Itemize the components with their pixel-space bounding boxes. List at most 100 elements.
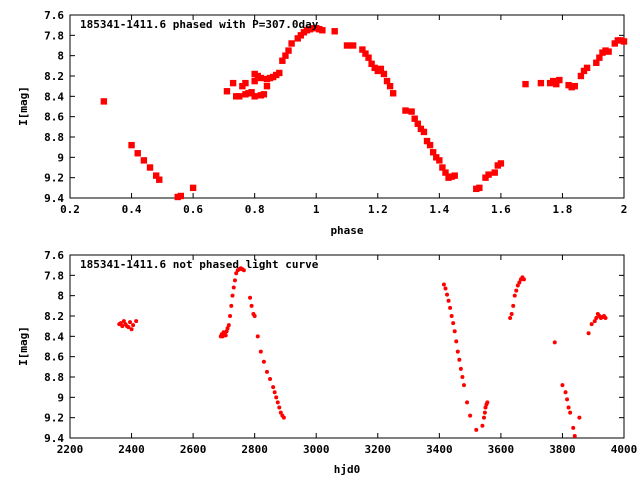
data-point — [429, 149, 437, 156]
data-point — [458, 366, 463, 371]
data-point — [465, 400, 470, 405]
y-tick-label: 8.2 — [44, 70, 64, 83]
x-tick-label: 4000 — [611, 443, 638, 456]
data-point — [220, 334, 225, 339]
data-point — [281, 415, 286, 420]
data-point — [482, 410, 487, 415]
x-tick-label: 1.2 — [368, 203, 388, 216]
x-axis-label: phase — [330, 224, 363, 237]
data-point — [423, 137, 431, 145]
data-point — [571, 82, 578, 90]
data-point — [264, 369, 269, 374]
y-tick-label: 9 — [57, 151, 64, 164]
data-point — [285, 47, 292, 54]
data-point — [228, 314, 233, 318]
y-tick-label: 9.2 — [44, 172, 64, 185]
data-point — [508, 316, 513, 321]
data-point — [156, 176, 163, 183]
data-point — [565, 397, 570, 402]
x-axis-label: hjd0 — [334, 463, 361, 476]
y-tick-label: 8 — [57, 50, 64, 63]
data-point — [260, 91, 268, 98]
data-point — [441, 282, 446, 287]
y-tick-label: 8.8 — [44, 371, 64, 384]
data-point — [594, 316, 599, 321]
data-point — [134, 319, 139, 324]
data-point — [349, 42, 357, 49]
data-point — [577, 72, 585, 80]
data-point — [514, 288, 519, 293]
x-tick-label: 2400 — [118, 443, 145, 456]
data-point — [121, 319, 126, 324]
data-points — [117, 266, 608, 438]
data-point — [226, 323, 231, 328]
data-point — [515, 283, 520, 288]
data-point — [572, 433, 577, 438]
data-point — [461, 383, 466, 388]
data-point — [511, 303, 516, 308]
data-point — [223, 333, 228, 338]
data-point — [365, 54, 372, 61]
data-point — [474, 427, 479, 432]
data-point — [362, 50, 369, 57]
data-point — [120, 324, 125, 329]
data-point — [248, 295, 253, 300]
data-point — [277, 405, 282, 410]
data-point — [229, 79, 237, 87]
data-point — [577, 415, 582, 420]
data-point — [451, 321, 456, 326]
data-point — [468, 413, 473, 418]
data-point — [596, 54, 603, 61]
data-point — [229, 303, 234, 308]
data-point — [455, 349, 460, 354]
data-point — [282, 52, 289, 59]
x-tick-label: 3400 — [426, 443, 453, 456]
axis-ticks: 2200 2400 2600 2800 3000 3200 3400 3600 3800 4000… — [44, 249, 637, 456]
data-point — [439, 164, 446, 171]
data-point — [131, 323, 136, 328]
data-point — [605, 48, 612, 55]
data-point — [592, 319, 597, 324]
data-point — [402, 107, 409, 114]
data-point — [386, 82, 394, 90]
data-point — [234, 271, 239, 276]
data-point — [319, 27, 326, 34]
data-point — [249, 303, 254, 308]
data-point — [414, 120, 421, 127]
data-point — [389, 90, 397, 97]
y-tick-label: 7.6 — [44, 249, 64, 262]
data-point — [448, 305, 453, 310]
x-tick-label: 0.8 — [245, 203, 265, 216]
data-point — [485, 171, 492, 178]
x-tick-label: 0.2 — [60, 203, 80, 216]
data-point — [343, 42, 351, 49]
data-point — [568, 410, 573, 415]
data-point — [276, 69, 283, 77]
data-point — [242, 79, 249, 87]
data-point — [279, 57, 286, 64]
data-point — [251, 93, 258, 100]
data-point — [593, 59, 600, 66]
data-point — [257, 74, 265, 82]
data-point — [140, 157, 148, 164]
data-point — [620, 38, 628, 45]
data-point — [261, 359, 266, 364]
x-tick-label: 2600 — [180, 443, 207, 456]
data-point — [118, 321, 123, 326]
data-point — [231, 285, 236, 290]
data-point — [509, 311, 514, 316]
data-point — [380, 70, 388, 78]
data-point — [359, 46, 366, 53]
unphased-light-curve-panel: 2200 2400 2600 2800 3000 3200 3400 3600 3800 4000… — [17, 249, 637, 476]
data-point — [255, 334, 260, 339]
data-point — [571, 425, 576, 430]
data-point — [224, 329, 229, 334]
data-point — [436, 157, 443, 164]
data-point — [522, 80, 529, 88]
y-tick-label: 8.6 — [44, 111, 64, 124]
data-point — [377, 65, 385, 73]
data-point — [452, 329, 457, 334]
data-point — [449, 314, 454, 318]
data-point — [288, 40, 295, 47]
